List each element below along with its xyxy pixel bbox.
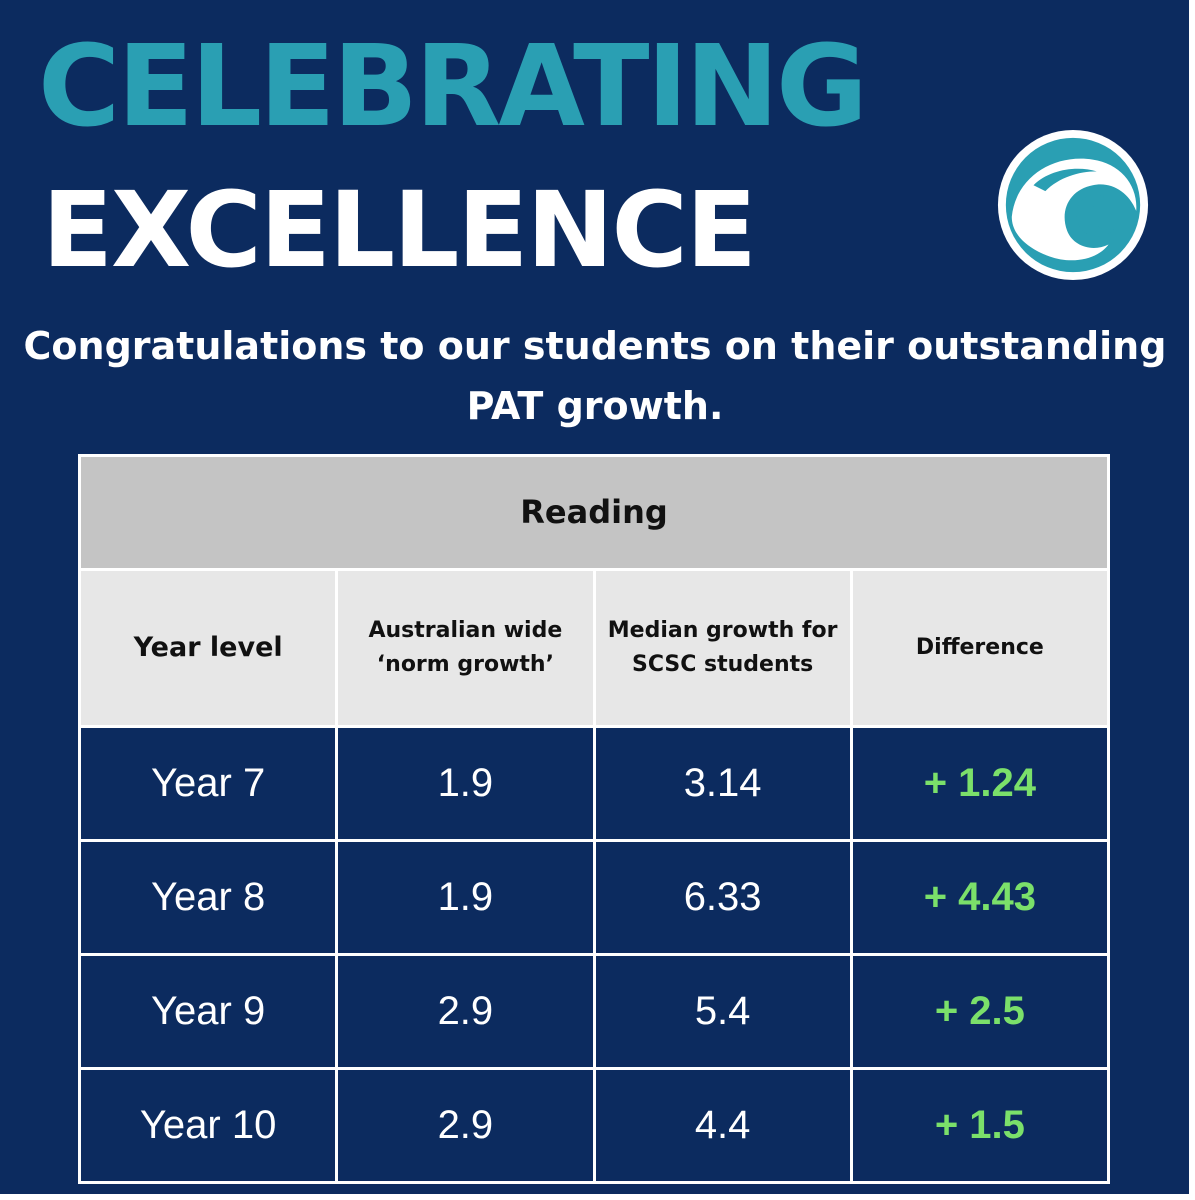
cell-year: Year 9 (77, 953, 339, 1070)
cell-median: 3.14 (592, 725, 853, 843)
table-row: Year 8 1.9 6.33 + 4.43 (77, 839, 1111, 956)
subtitle: Congratulations to our students on their… (23, 324, 1167, 428)
cell-year: Year 10 (77, 1066, 339, 1185)
cell-norm: 2.9 (335, 1066, 596, 1185)
cell-year: Year 8 (77, 839, 339, 956)
cell-difference: + 1.24 (849, 725, 1111, 843)
cell-median: 5.4 (592, 953, 853, 1070)
column-header-norm-growth: Australian wide ‘norm growth’ (335, 567, 596, 729)
title-excellence: EXCELLENCE (42, 169, 757, 291)
cell-norm: 2.9 (335, 953, 596, 1070)
table-row: Year 9 2.9 5.4 + 2.5 (77, 953, 1111, 1070)
column-header-row: Year level Australian wide ‘norm growth’… (77, 567, 1111, 729)
cell-norm: 1.9 (335, 725, 596, 843)
wave-logo-icon (997, 129, 1149, 281)
cell-median: 6.33 (592, 839, 853, 956)
table-row: Year 10 2.9 4.4 + 1.5 (77, 1066, 1111, 1185)
table-row: Year 7 1.9 3.14 + 1.24 (77, 725, 1111, 843)
cell-difference: + 4.43 (849, 839, 1111, 956)
cell-difference: + 1.5 (849, 1066, 1111, 1185)
title-celebrating: CELEBRATING (38, 22, 868, 152)
section-title: Reading (78, 454, 1110, 571)
column-header-year-level: Year level (77, 567, 339, 729)
cell-norm: 1.9 (335, 839, 596, 956)
reading-results-table: Reading Year level Australian wide ‘norm… (77, 454, 1111, 1185)
cell-difference: + 2.5 (849, 953, 1111, 1070)
column-header-median-growth: Median growth for SCSC students (592, 567, 853, 729)
column-header-difference: Difference (849, 567, 1111, 729)
cell-year: Year 7 (77, 725, 339, 843)
section-header-row: Reading (78, 454, 1110, 571)
cell-median: 4.4 (592, 1066, 853, 1185)
